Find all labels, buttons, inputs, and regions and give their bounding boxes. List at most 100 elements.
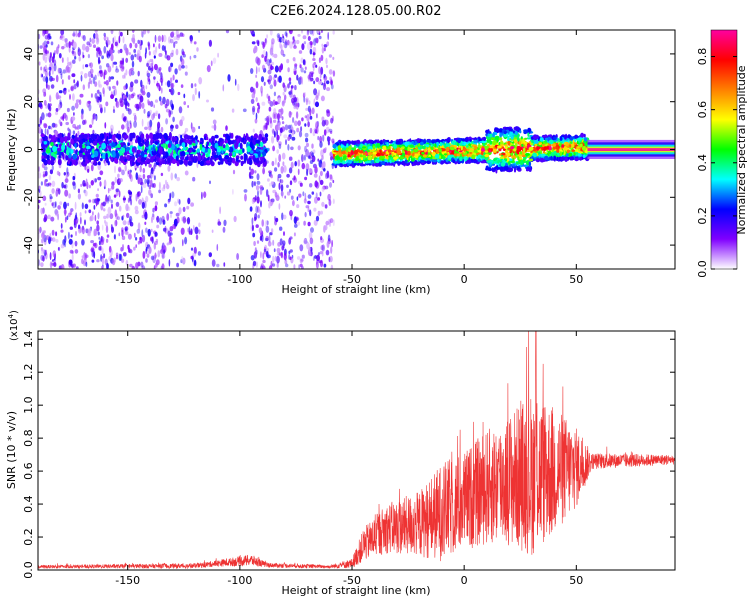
spectrogram-cell xyxy=(67,202,70,207)
spectrogram-cell xyxy=(262,259,266,264)
spectrogram-cell xyxy=(45,76,49,84)
spectrogram-cell xyxy=(70,86,75,91)
spectrogram-cell xyxy=(50,126,53,130)
spectrogram-cell xyxy=(117,49,121,54)
spectrogram-cell xyxy=(332,219,335,227)
spectrogram-cell xyxy=(115,99,118,107)
spectrogram-cell xyxy=(167,143,172,148)
spectrogram-cell xyxy=(492,140,497,146)
spectrogram-cell xyxy=(67,132,71,138)
spectrogram-cell xyxy=(255,74,257,79)
spectrogram-cell xyxy=(270,174,273,179)
spectrogram-cell xyxy=(44,56,48,63)
spectrogram-cell xyxy=(318,175,321,182)
spectrogram-cell xyxy=(115,219,118,227)
spectrogram-cell xyxy=(290,257,294,264)
spectrogram-cell xyxy=(93,44,96,48)
spectrogram-cell xyxy=(141,201,145,209)
spectrogram-cell xyxy=(105,101,109,107)
spectrogram-cell xyxy=(68,238,73,245)
spectrogram-cell xyxy=(318,260,323,264)
spectrogram-cell xyxy=(319,179,324,186)
spectrogram-cell xyxy=(321,116,325,122)
spectrogram-cell xyxy=(116,133,119,139)
spectrogram-cell xyxy=(507,140,511,146)
spectrogram-cell xyxy=(252,232,256,238)
spectrogram-cell xyxy=(63,183,68,190)
spectrogram-cell xyxy=(181,33,185,37)
spectrogram-cell xyxy=(160,72,163,80)
spectrogram-cell xyxy=(315,192,318,199)
spectrogram-cell xyxy=(281,245,285,251)
spectrogram-cell xyxy=(106,135,109,142)
spectrogram-cell xyxy=(99,104,103,109)
spectrogram-cell xyxy=(330,264,334,269)
spectrogram-cell xyxy=(125,107,130,112)
spectrogram-cell xyxy=(305,205,310,209)
spectrogram-cell xyxy=(341,151,347,155)
spectrogram-cell xyxy=(109,248,113,257)
spectrogram-cell xyxy=(269,46,274,53)
spectrogram-cell xyxy=(464,137,469,143)
spectrogram-cell xyxy=(302,59,306,66)
spectrogram-cell xyxy=(104,36,107,40)
spectrogram-cell xyxy=(201,138,204,145)
spectrogram-cell xyxy=(103,72,106,80)
spectrogram-cell xyxy=(564,157,568,162)
spectrogram-cell xyxy=(216,243,219,252)
spectrogram-cell xyxy=(251,198,255,205)
spectrogram-cell xyxy=(153,55,156,59)
spectrogram-cell xyxy=(182,51,185,56)
spectrogram-cell xyxy=(81,258,84,265)
spectrogram-cell xyxy=(263,246,266,255)
spectrogram-cell xyxy=(328,256,331,263)
spectrogram-cell xyxy=(157,113,161,120)
spectrogram-cell xyxy=(227,74,231,82)
spectrogram-cell xyxy=(168,109,171,118)
spectrogram-cell xyxy=(94,74,97,81)
spectrogram-cell xyxy=(304,92,307,97)
spectrogram-cell xyxy=(101,142,106,150)
spectrogram-cell xyxy=(67,75,71,80)
spectrogram-cell xyxy=(89,62,93,69)
spectrogram-cell xyxy=(58,119,61,124)
spectrogram-cell xyxy=(129,42,133,49)
spectrogram-cell xyxy=(198,91,201,99)
spectrogram-cell xyxy=(250,68,254,74)
spectrogram-cell xyxy=(97,161,101,166)
spectrogram-cell xyxy=(271,135,275,144)
spectrogram-cell xyxy=(130,160,133,167)
spectrogram-cell xyxy=(155,110,159,115)
spectrogram-cell xyxy=(158,217,163,225)
spectrogram-cell xyxy=(281,152,286,160)
spectrogram-cell xyxy=(481,137,485,140)
spectrogram-cell xyxy=(119,63,123,69)
spectrogram-cell xyxy=(283,165,287,173)
spectrogram-cell xyxy=(222,226,226,233)
spectrogram-cell xyxy=(223,262,226,267)
spectrogram-cell xyxy=(84,203,89,209)
spectrogram-cell xyxy=(38,126,42,134)
spectrogram-cell xyxy=(196,47,199,52)
spectrogram-cell xyxy=(267,120,270,126)
spectrogram-cell xyxy=(279,178,282,183)
spectrogram-cell xyxy=(137,240,140,245)
spectrogram-cell xyxy=(290,161,294,169)
spectrogram-cell xyxy=(49,252,52,261)
spectrogram-cell xyxy=(149,109,152,115)
spectrogram-cell xyxy=(272,76,276,81)
spectrogram-cell xyxy=(277,113,280,120)
spectrogram-cell xyxy=(70,138,74,145)
spectrogram-cell xyxy=(254,118,258,124)
spectrogram-cell xyxy=(297,159,301,167)
spectrogram-cell xyxy=(145,47,148,55)
spectrogram-cell xyxy=(115,68,120,73)
spectrogram-cell xyxy=(431,139,435,144)
spectrogram-cell xyxy=(574,157,579,162)
spectrogram-cell xyxy=(353,149,358,155)
spectrogram-cell xyxy=(327,32,330,40)
spectrogram-cell xyxy=(107,195,109,204)
spectrogram-cell xyxy=(154,99,159,103)
spectrogram-cell xyxy=(216,146,219,153)
spectrogram-cell xyxy=(329,76,332,81)
